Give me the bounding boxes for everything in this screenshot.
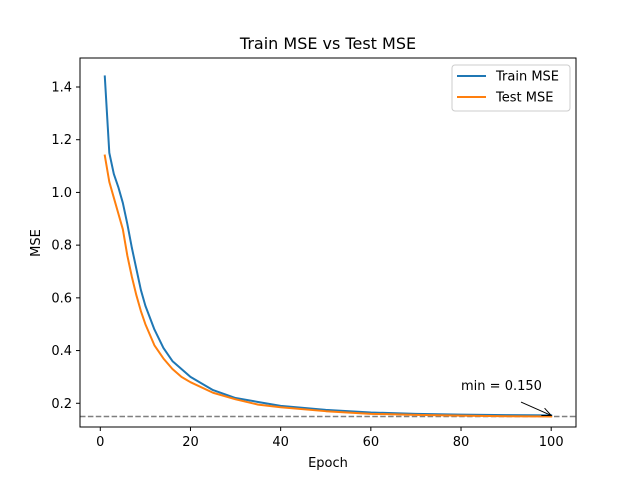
- chart-title: Train MSE vs Test MSE: [239, 34, 416, 53]
- y-tick-label: 1.2: [51, 133, 72, 148]
- x-axis-label: Epoch: [308, 456, 348, 471]
- y-tick-label: 0.6: [51, 291, 72, 306]
- x-axis: 0 20 40 60 80 100: [96, 427, 564, 450]
- x-tick-label: 60: [363, 435, 380, 450]
- x-tick-label: 40: [272, 435, 289, 450]
- annotation-arrow-head: [541, 407, 553, 416]
- series-line-test: [103, 154, 553, 418]
- legend: Train MSE Test MSE: [451, 64, 571, 112]
- y-tick-label: 0.2: [51, 397, 72, 412]
- x-tick-label: 100: [539, 435, 564, 450]
- y-tick-label: 1.4: [51, 80, 72, 95]
- series-line-train: [103, 75, 553, 417]
- y-tick-label: 0.4: [51, 344, 72, 359]
- x-tick-label: 20: [182, 435, 199, 450]
- plot-area: [80, 75, 576, 418]
- annotation-label: min = 0.150: [461, 379, 542, 394]
- y-tick-label: 1.0: [51, 186, 72, 201]
- y-axis-label: MSE: [29, 229, 44, 257]
- x-tick-label: 0: [96, 435, 104, 450]
- y-tick-label: 0.8: [51, 239, 72, 254]
- annotation: min = 0.150: [461, 379, 553, 416]
- y-axis: 0.2 0.4 0.6 0.8 1.0 1.2 1.4: [51, 80, 80, 412]
- legend-label-test: Test MSE: [495, 91, 553, 106]
- x-tick-label: 80: [453, 435, 470, 450]
- axes-frame: [79, 57, 577, 428]
- legend-label-train: Train MSE: [495, 70, 559, 85]
- annotation-arrow-shaft: [520, 401, 552, 416]
